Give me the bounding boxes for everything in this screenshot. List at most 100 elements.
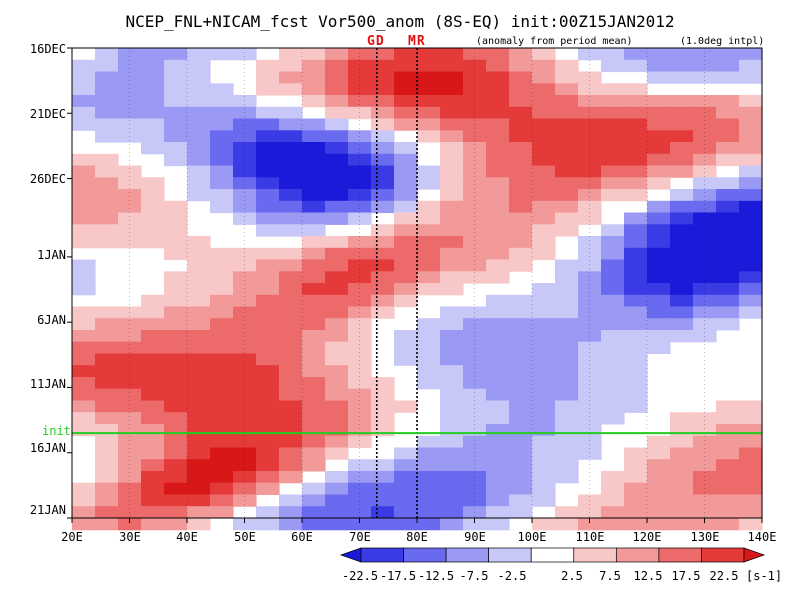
heat-cell [555, 353, 579, 366]
heat-cell [601, 353, 625, 366]
heat-cell [417, 459, 441, 472]
heat-cell [440, 424, 464, 437]
heat-cell [164, 435, 188, 448]
heat-cell [371, 106, 395, 120]
heat-cell [601, 236, 625, 249]
heat-cell [463, 447, 487, 460]
heat-cell [233, 424, 257, 437]
heat-cell [486, 388, 510, 401]
heat-cell [693, 59, 717, 73]
heat-cell [440, 271, 464, 284]
heat-cell [440, 236, 464, 249]
heat-cell [187, 259, 211, 272]
heat-cell [624, 106, 648, 120]
heat-cell [210, 365, 234, 378]
heat-cell [394, 59, 418, 73]
heat-cell [509, 424, 533, 437]
heat-cell [647, 200, 671, 214]
heat-cell [256, 59, 280, 73]
heat-cell [72, 271, 96, 284]
heat-cell [555, 283, 579, 296]
heat-cell [509, 83, 533, 96]
heat-cell [693, 247, 717, 261]
heat-cell [486, 106, 510, 120]
heat-cell [95, 200, 119, 214]
heat-cell [670, 459, 694, 472]
heat-cell [601, 412, 625, 425]
heat-cell [578, 142, 602, 155]
heat-cell [233, 353, 257, 366]
heat-cell [440, 95, 464, 108]
heat-cell [716, 59, 740, 73]
heat-cell [187, 318, 211, 331]
heat-cell [256, 412, 280, 425]
heat-cell [118, 318, 142, 331]
heat-cell [578, 365, 602, 378]
heat-cell [118, 400, 142, 413]
heat-cell [210, 95, 234, 108]
heat-cell [72, 482, 96, 495]
heat-cell [95, 306, 119, 319]
heat-cell [463, 59, 487, 73]
heat-cell [302, 435, 326, 448]
heat-cell [555, 365, 579, 378]
heat-cell [325, 424, 349, 437]
heat-cell [578, 212, 602, 225]
heat-cell [739, 106, 763, 120]
heat-cell [233, 435, 257, 448]
heat-cell [716, 118, 740, 131]
heat-cell [141, 365, 165, 378]
heat-cell [141, 341, 165, 354]
heat-cell [210, 48, 234, 61]
heat-cell [256, 283, 280, 296]
heat-cell [463, 153, 487, 167]
heat-cell [95, 471, 119, 484]
heat-cell [95, 177, 119, 190]
heat-cell [440, 153, 464, 167]
heat-cell [463, 130, 487, 143]
heat-cell [532, 247, 556, 261]
heat-cell [532, 306, 556, 319]
heat-cell [601, 330, 625, 343]
heat-cell [624, 271, 648, 284]
heat-cell [417, 200, 441, 214]
heat-cell [279, 459, 303, 472]
heat-cell [164, 294, 188, 308]
heat-cell [578, 165, 602, 178]
heat-cell [463, 118, 487, 131]
heat-cell [417, 506, 441, 519]
heat-cell [256, 471, 280, 484]
heat-cell [417, 83, 441, 96]
heat-cell [509, 247, 533, 261]
heat-cell [647, 283, 671, 296]
heat-cell [302, 142, 326, 155]
heat-cell [647, 236, 671, 249]
heat-cell [348, 177, 372, 190]
heat-cell [394, 294, 418, 308]
heat-cell [325, 353, 349, 366]
heat-cell [394, 118, 418, 131]
heat-cell [486, 236, 510, 249]
colorbar-box [360, 547, 404, 563]
heat-cell [302, 283, 326, 296]
heat-cell [72, 365, 96, 378]
y-tick-label: 21DEC [29, 107, 66, 121]
heat-cell [279, 224, 303, 237]
heat-cell [440, 506, 464, 519]
heat-cell [440, 283, 464, 296]
heat-cell [394, 236, 418, 249]
heat-cell [348, 271, 372, 284]
heat-cell [233, 494, 257, 507]
heat-cell [440, 71, 464, 84]
heat-cell [371, 306, 395, 319]
heat-cell [164, 400, 188, 413]
heat-cell [739, 271, 763, 284]
heat-cell [670, 271, 694, 284]
heat-cell [233, 318, 257, 331]
heat-cell [233, 447, 257, 460]
heat-cell [371, 471, 395, 484]
heat-cell [486, 306, 510, 319]
heat-cell [601, 130, 625, 143]
heat-cell [647, 177, 671, 190]
heat-cell [463, 330, 487, 343]
